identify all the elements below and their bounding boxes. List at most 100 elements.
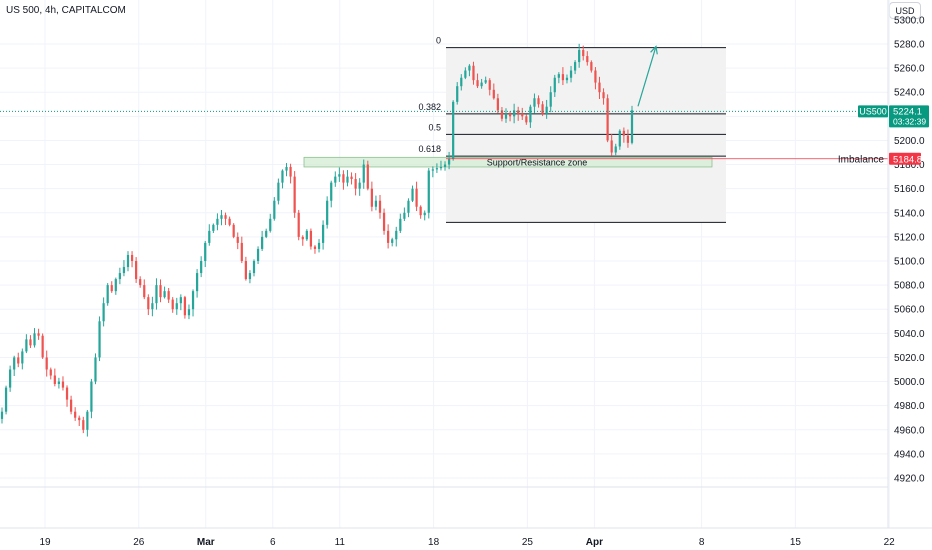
candle-body bbox=[439, 166, 443, 169]
chart-overlay: Imbalance bbox=[0, 45, 888, 165]
candle-body bbox=[630, 110, 634, 143]
candle-body bbox=[419, 206, 422, 216]
candle-body bbox=[513, 110, 516, 117]
candle-body bbox=[443, 164, 447, 167]
y-tick-label: 5040.0 bbox=[894, 329, 925, 340]
y-tick-label: 5120.0 bbox=[894, 232, 925, 243]
candle-body bbox=[517, 110, 520, 114]
sr-zone-rect[interactable] bbox=[303, 156, 713, 168]
candle-body bbox=[594, 70, 597, 83]
candle-body bbox=[586, 56, 589, 63]
candle-body bbox=[504, 113, 508, 119]
candle-body bbox=[309, 230, 313, 247]
y-tick-label: 5200.0 bbox=[894, 136, 925, 147]
candle-body bbox=[94, 357, 97, 382]
sr-zone-label: Support/Resistance zone bbox=[487, 157, 588, 167]
projection-arrow[interactable] bbox=[637, 46, 657, 107]
candle-body bbox=[590, 62, 593, 71]
candle-body bbox=[208, 230, 211, 243]
candle-body bbox=[49, 369, 52, 376]
candle-body bbox=[65, 387, 69, 400]
candle-body bbox=[269, 218, 272, 231]
time-axis[interactable]: 19 26 Mar 6 11 18 25 Apr 8 15 22 bbox=[0, 486, 932, 548]
candles bbox=[0, 43, 634, 437]
fib-zone[interactable] bbox=[446, 47, 726, 223]
candle-body bbox=[78, 417, 81, 421]
price-axis[interactable]: 5280.05260.05240.05220.05200.05180.05160… bbox=[858, 0, 929, 528]
candle-body bbox=[293, 176, 296, 213]
candle-body bbox=[313, 246, 317, 249]
candle-body bbox=[431, 169, 434, 171]
candle-body bbox=[126, 254, 130, 268]
candle-body bbox=[256, 248, 260, 261]
candle-body bbox=[171, 299, 174, 310]
candle-body bbox=[9, 369, 12, 388]
candle-body bbox=[130, 254, 134, 261]
candle-body bbox=[346, 176, 349, 183]
candle-body bbox=[57, 381, 61, 384]
candle-body bbox=[135, 261, 138, 280]
candle-body bbox=[163, 291, 166, 298]
candle-body bbox=[155, 285, 158, 304]
candle-body bbox=[561, 74, 565, 81]
candle-body bbox=[281, 170, 284, 183]
candle-body bbox=[118, 273, 121, 280]
candle-body bbox=[387, 230, 390, 243]
candle-body bbox=[45, 357, 48, 370]
candle-body bbox=[399, 218, 402, 231]
candle-body bbox=[582, 50, 585, 57]
candle-body bbox=[200, 261, 203, 274]
y-tick-label: 5180.0 bbox=[894, 160, 925, 171]
candle-body bbox=[33, 333, 36, 346]
candle-body bbox=[139, 279, 142, 286]
candle-body bbox=[289, 166, 292, 177]
candle-body bbox=[407, 200, 410, 213]
candle-body bbox=[403, 212, 406, 219]
price-tag bbox=[889, 105, 929, 128]
candle-body bbox=[338, 174, 341, 177]
candle-body bbox=[537, 98, 540, 105]
x-tick-label: Mar bbox=[197, 537, 215, 548]
candle-body bbox=[415, 188, 418, 207]
sr-zone[interactable]: Support/Resistance zone bbox=[303, 156, 713, 168]
candle-body bbox=[342, 174, 345, 183]
candle-body bbox=[110, 285, 113, 292]
y-tick-label: 5000.0 bbox=[894, 377, 925, 388]
fib-level-label: 0.382 bbox=[418, 102, 441, 112]
candle-body bbox=[17, 357, 20, 364]
candle-body bbox=[350, 176, 353, 180]
candle-body bbox=[297, 212, 300, 237]
candle-body bbox=[265, 230, 268, 237]
candle-body bbox=[525, 116, 528, 123]
candle-body bbox=[220, 215, 223, 219]
candle-body bbox=[472, 65, 475, 81]
candle-body bbox=[285, 166, 288, 171]
imbalance-label: Imbalance bbox=[838, 154, 885, 165]
candle-body bbox=[468, 65, 471, 71]
candle-body bbox=[195, 273, 199, 292]
candle-body bbox=[191, 291, 195, 310]
candle-body bbox=[610, 140, 613, 153]
candle-body bbox=[69, 399, 73, 412]
candle-body bbox=[456, 86, 459, 102]
candle-body bbox=[301, 236, 304, 240]
candle-body bbox=[476, 80, 479, 87]
candle-body bbox=[228, 218, 231, 225]
candle-body bbox=[565, 77, 569, 81]
candle-body bbox=[326, 200, 329, 225]
fibonacci-retracement[interactable]: 0 0.382 0.5 0.618 bbox=[418, 36, 726, 223]
candle-body bbox=[240, 242, 243, 261]
candle-body bbox=[452, 101, 455, 159]
projection-arrowhead bbox=[650, 45, 658, 55]
candle-body bbox=[224, 215, 227, 219]
candle-body bbox=[61, 381, 65, 388]
candle-body bbox=[598, 82, 601, 93]
candle-body bbox=[321, 224, 325, 243]
candle-body bbox=[374, 200, 378, 207]
candle-body bbox=[362, 164, 365, 183]
y-tick-label: 4920.0 bbox=[894, 474, 925, 485]
candle-body bbox=[248, 273, 252, 280]
candle-body bbox=[492, 89, 495, 99]
candle-body bbox=[114, 279, 117, 292]
